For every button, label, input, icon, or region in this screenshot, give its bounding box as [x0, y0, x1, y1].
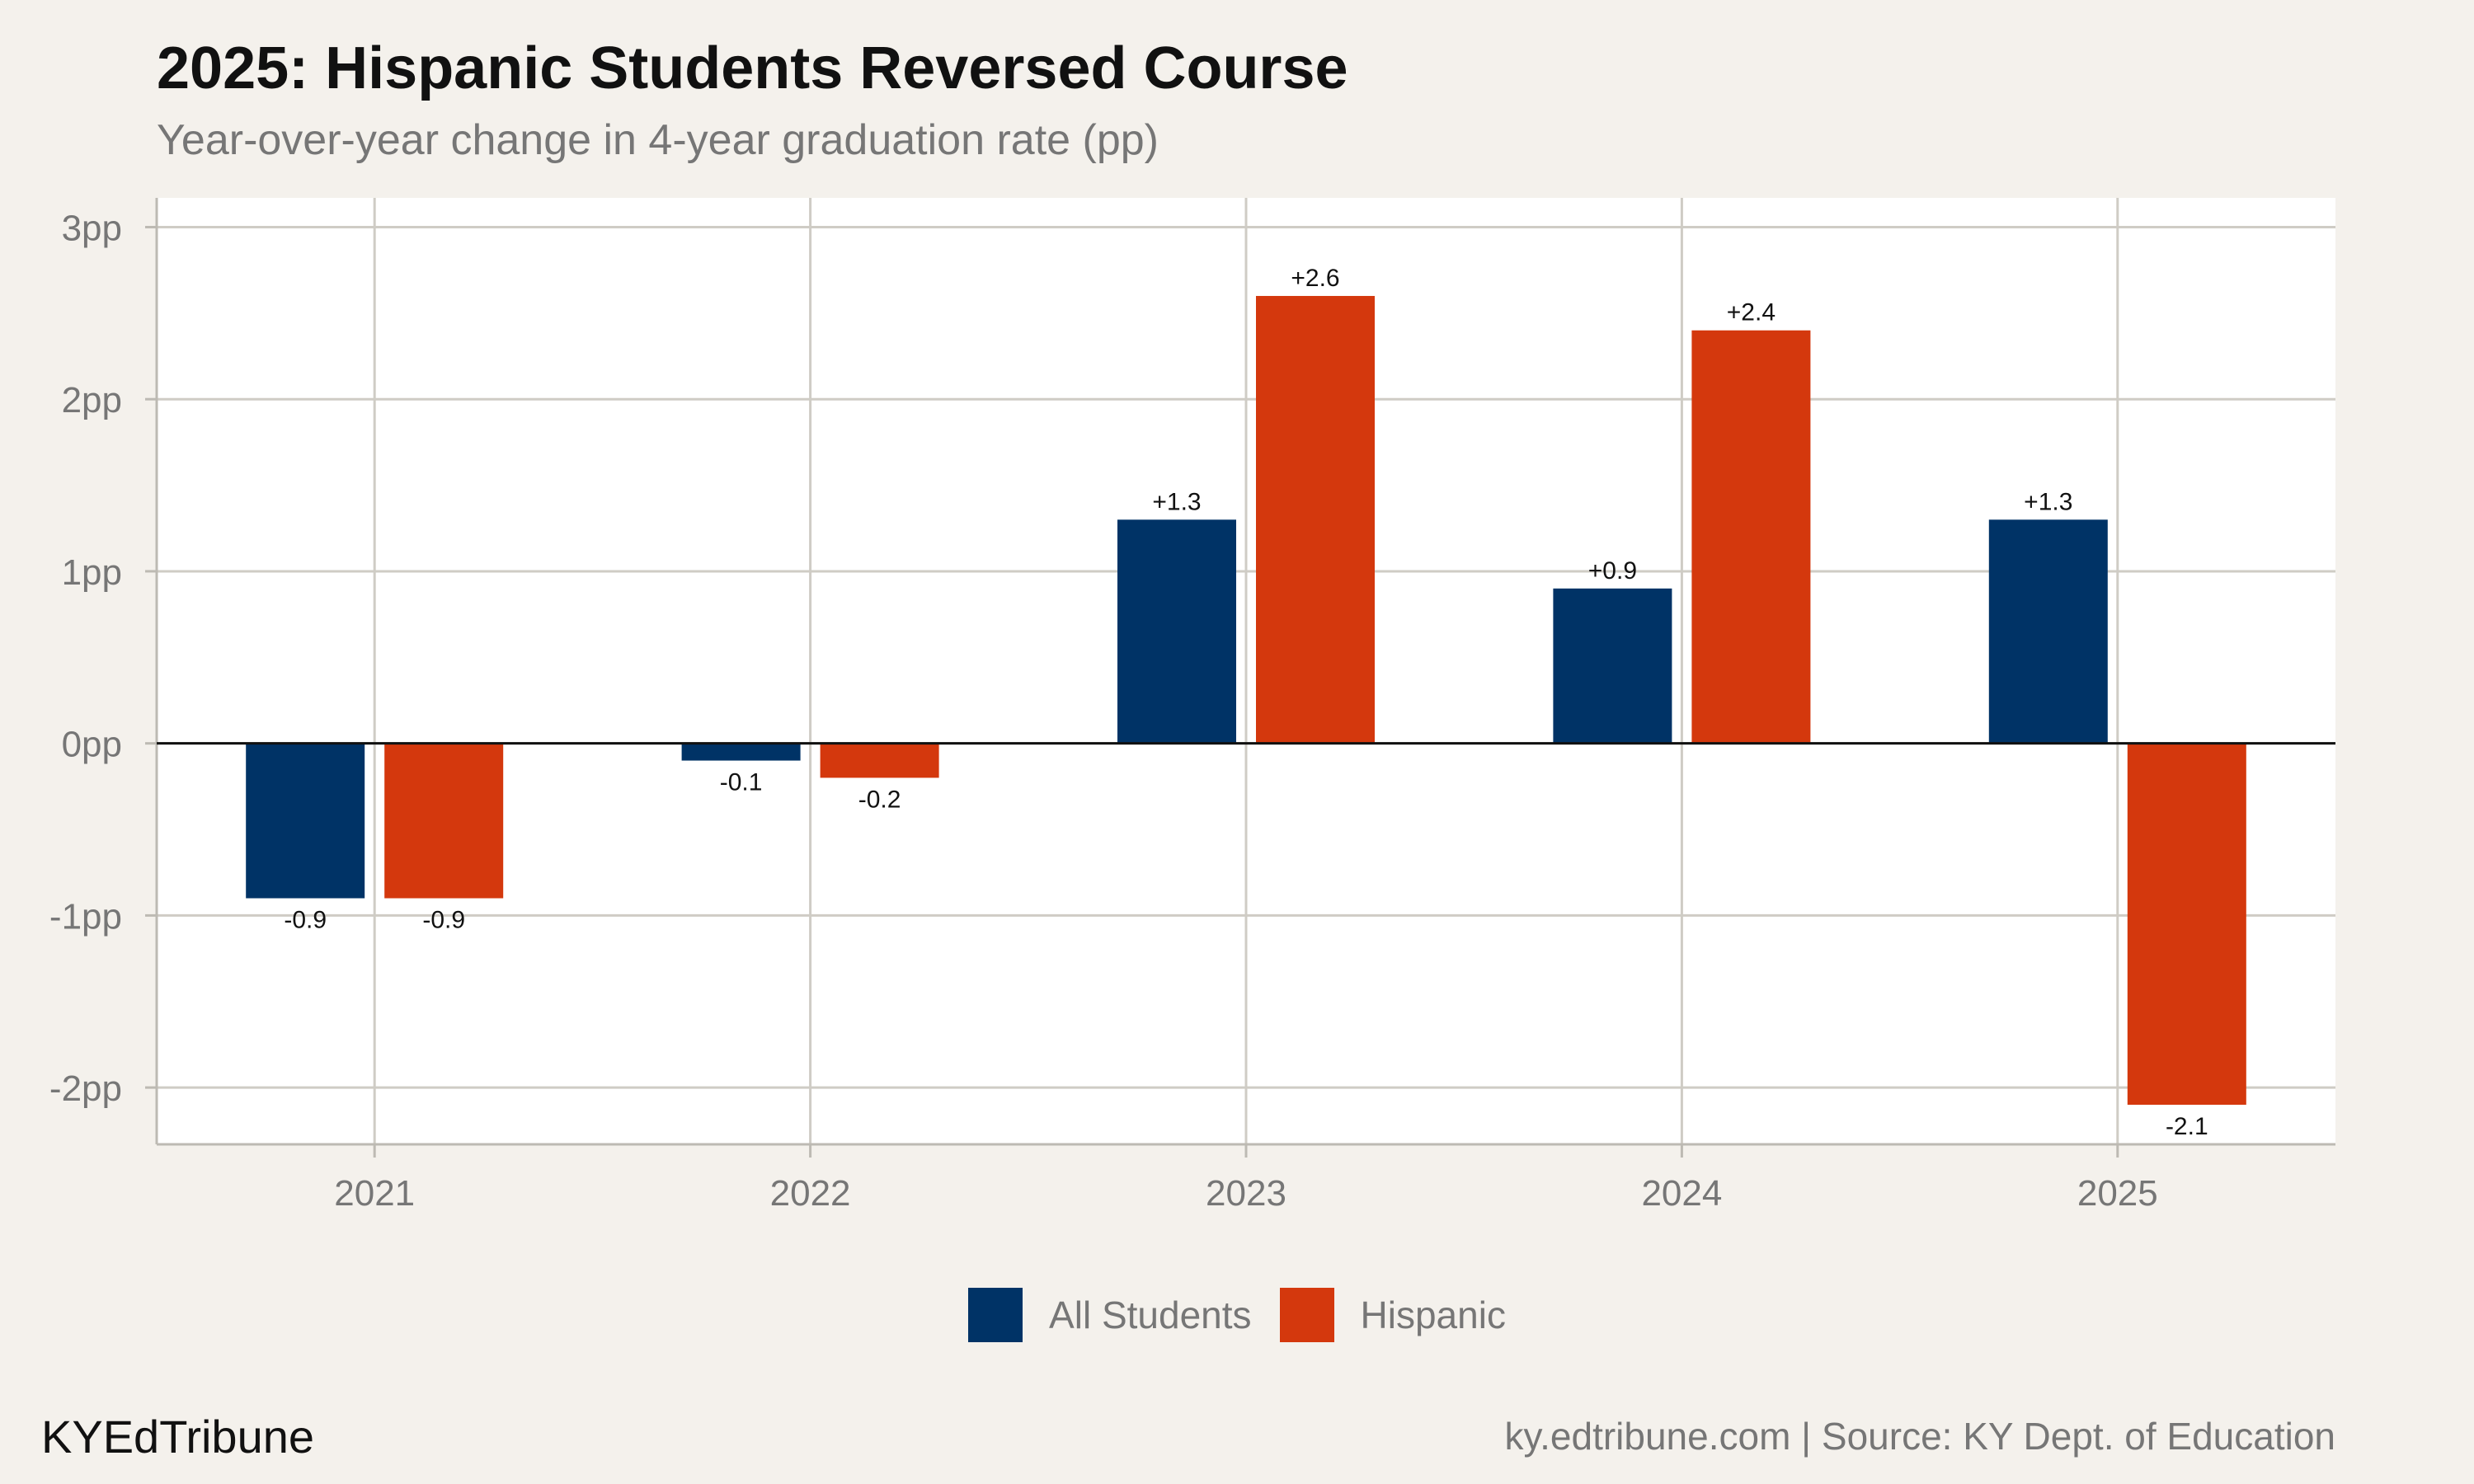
data-label-hispanic: -0.9 [422, 907, 465, 934]
bar-all-students [1553, 588, 1672, 744]
legend-label-all-students: All Students [1049, 1294, 1252, 1336]
bar-hispanic [2127, 743, 2246, 1105]
bar-hispanic [1256, 295, 1375, 744]
data-label-hispanic: -2.1 [2166, 1113, 2208, 1140]
x-tick-label: 2021 [334, 1173, 415, 1214]
bar-all-students [246, 743, 365, 899]
data-label-all-students: +0.9 [1588, 557, 1637, 585]
bar-all-students [681, 743, 801, 761]
y-tick-label: 3pp [62, 208, 122, 248]
brand-name: KYEdTribune [41, 1411, 314, 1463]
y-tick-label: -1pp [49, 896, 122, 937]
y-tick-label: 2pp [62, 380, 122, 420]
data-label-hispanic: -0.2 [858, 786, 901, 813]
x-tick-label: 2024 [1641, 1173, 1722, 1214]
legend: All Students Hispanic [0, 1288, 2474, 1342]
legend-swatch-hispanic [1279, 1288, 1334, 1342]
chart-subtitle: Year-over-year change in 4-year graduati… [157, 116, 1159, 164]
bar-hispanic [1691, 330, 1811, 744]
legend-swatch-all-students [968, 1288, 1023, 1342]
bar-all-students [1988, 519, 2108, 744]
legend-label-hispanic: Hispanic [1360, 1294, 1506, 1336]
data-label-all-students: +1.3 [2024, 488, 2072, 515]
x-tick-label: 2025 [2077, 1173, 2158, 1214]
source-credit: ky.edtribune.com | Source: KY Dept. of E… [1504, 1415, 2335, 1458]
legend-item-all-students: All Students [968, 1288, 1252, 1342]
bar-all-students [1117, 519, 1236, 744]
data-label-all-students: -0.1 [720, 769, 763, 796]
data-label-hispanic: +2.4 [1727, 299, 1776, 326]
bar-hispanic [384, 743, 504, 899]
y-tick-label: -2pp [49, 1068, 122, 1109]
y-tick-label: 1pp [62, 552, 122, 593]
bar-hispanic [820, 743, 939, 778]
data-label-all-students: +1.3 [1152, 488, 1201, 515]
x-tick-label: 2022 [770, 1173, 851, 1214]
data-label-all-students: -0.9 [284, 907, 327, 934]
chart-title: 2025: Hispanic Students Reversed Course [157, 35, 1348, 101]
y-tick-label: 0pp [62, 725, 122, 765]
legend-item-hispanic: Hispanic [1279, 1288, 1506, 1342]
data-label-hispanic: +2.6 [1291, 265, 1339, 292]
x-tick-label: 2023 [1206, 1173, 1286, 1214]
